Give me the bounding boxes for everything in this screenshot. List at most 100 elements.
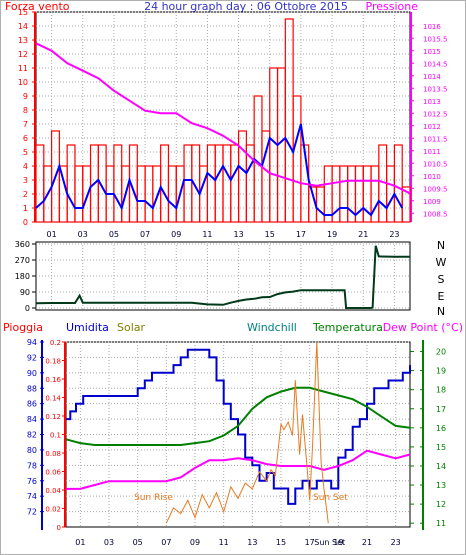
compass-label: N (437, 239, 445, 252)
left-tick-label: 6 (23, 134, 28, 143)
right-tick-label: 1009 (423, 198, 441, 206)
right-tick-label: 1015.5 (423, 35, 448, 43)
wind-speed-line (35, 123, 404, 217)
x-tick-label: 13 (233, 230, 243, 239)
rain-tick-label: 0.02 (45, 506, 61, 514)
grid (36, 242, 410, 310)
x-tick-label: 05 (109, 230, 119, 239)
x-tick-label: 01 (75, 538, 85, 547)
series-group (35, 245, 410, 309)
right-tick-label: 1016 (423, 23, 441, 31)
rain-ticks: 0 0.02 0.04 0.06 0.08 0.1 0.12 0.14 0.16 0.18 0.2 (45, 339, 66, 532)
x-tick-label: 23 (391, 538, 401, 547)
x-tick-label: 23 (389, 230, 399, 239)
x-tick-label: 07 (161, 538, 171, 547)
rain-tick-label: 0.16 (45, 376, 61, 384)
right-tick-label: 1008.5 (423, 210, 448, 218)
left-tick-label: 90 (20, 288, 30, 297)
humidity-line (66, 348, 411, 505)
x-tick-label: 15 (265, 230, 275, 239)
x-tick-label: 11 (219, 538, 229, 547)
right-tick-label: 1009.5 (423, 185, 448, 193)
wind-gust-bar (393, 144, 403, 223)
humidity-tick-label: 90 (27, 369, 37, 378)
right-tick-label: 1010.5 (423, 160, 448, 168)
right-ticks: 1008.5 1009 1009.5 1010 1010.5 1011 1011.5 1012… (410, 12, 448, 222)
series-group (65, 341, 411, 524)
temp-tick-label: 17 (436, 405, 446, 414)
x-tick-label: 03 (104, 538, 114, 547)
x-tick-label: 19 (327, 230, 337, 239)
humidity-ticks: 72 74 76 78 80 82 84 86 88 90 92 94 (27, 338, 44, 530)
humidity-label: Umidita (66, 321, 109, 334)
humidity-tick-label: 88 (27, 384, 37, 393)
x-tick-label: 07 (140, 230, 150, 239)
left-tick-label: 14 (18, 22, 28, 31)
rain-tick-label: 0.1 (50, 432, 61, 440)
dew-point-line (66, 449, 411, 490)
left-tick-label: 10 (18, 78, 28, 87)
temp-tick-label: 12 (436, 500, 446, 509)
x-tick-label: 11 (202, 230, 212, 239)
humidity-tick-label: 74 (27, 492, 37, 501)
pressure-line (35, 42, 411, 195)
right-tick-label: 1015 (423, 48, 441, 56)
temp-tick-label: 11 (436, 519, 446, 528)
left-tick-label: 2 (23, 190, 28, 199)
x-tick-label: 17 (305, 538, 315, 547)
right-axis-label: Pressione (366, 0, 419, 13)
dew-point-label: Dew Point (°C) (383, 321, 463, 334)
wind-direction-line (35, 245, 410, 309)
left-tick-label: 15 (18, 8, 28, 17)
temp-tick-label: 16 (436, 424, 446, 433)
compass-label: E (438, 290, 445, 303)
left-tick-label: 5 (23, 148, 28, 157)
wind-gust-bar (401, 186, 411, 223)
left-tick-label: 1 (23, 204, 28, 213)
humidity-tick-label: 78 (27, 461, 37, 470)
rain-tick-label: 0.06 (45, 469, 61, 477)
left-ticks: 0 90 180 270 360 (15, 240, 36, 313)
x-tick-label: 09 (190, 538, 200, 547)
temperature-ticks: 11 12 13 14 15 16 17 18 19 20 (410, 340, 446, 530)
series-group (35, 18, 411, 223)
left-tick-label: 13 (18, 36, 28, 45)
humidity-tick-label: 86 (27, 400, 37, 409)
left-tick-label: 11 (18, 64, 28, 73)
x-tick-labels: 01 03 05 07 09 11 13 15 17 19 21 23 (46, 230, 399, 239)
humidity-tick-label: 94 (27, 338, 37, 347)
left-axis-label: Forza vento (5, 0, 70, 13)
left-tick-label: 0 (25, 304, 30, 313)
right-tick-label: 1013 (423, 98, 441, 106)
rain-tick-label: 0.18 (45, 358, 61, 366)
left-tick-label: 4 (23, 162, 28, 171)
left-tick-label: 360 (15, 240, 30, 249)
x-tick-label: 19 (333, 538, 343, 547)
rain-label: Pioggia (3, 321, 43, 334)
rain-tick-label: 0.04 (45, 487, 61, 495)
humidity-tick-label: 84 (27, 415, 37, 424)
compass-label: W (436, 256, 447, 269)
x-tick-label: 01 (46, 230, 56, 239)
temp-tick-label: 14 (436, 462, 446, 471)
right-tick-label: 1013.5 (423, 85, 448, 93)
temperature-label: Temperatura (312, 321, 383, 334)
solar-line (165, 341, 329, 524)
right-tick-label: 1012.5 (423, 110, 448, 118)
left-tick-label: 12 (18, 50, 28, 59)
x-tick-label: 15 (276, 538, 286, 547)
left-tick-label: 270 (15, 256, 30, 265)
x-tick-label: 21 (362, 538, 372, 547)
right-tick-label: 1011.5 (423, 135, 448, 143)
temp-tick-label: 18 (436, 386, 446, 395)
rain-tick-label: 0.2 (50, 339, 61, 347)
temperature-line (65, 386, 411, 446)
x-tick-label: 09 (171, 230, 181, 239)
solar-label: Solar (117, 321, 146, 334)
x-tick-label: 05 (133, 538, 143, 547)
x-tick-label: 17 (296, 230, 306, 239)
left-tick-label: 7 (23, 120, 28, 129)
temp-tick-label: 19 (436, 367, 446, 376)
